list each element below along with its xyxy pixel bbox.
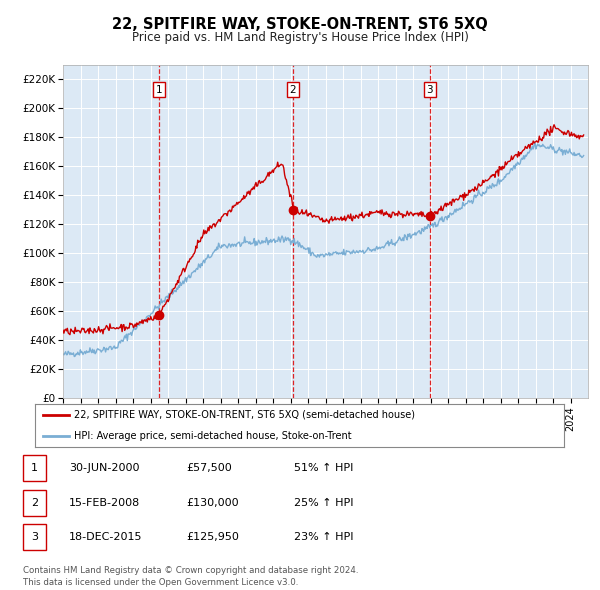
Text: 22, SPITFIRE WAY, STOKE-ON-TRENT, ST6 5XQ (semi-detached house): 22, SPITFIRE WAY, STOKE-ON-TRENT, ST6 5X… bbox=[74, 410, 415, 419]
Text: Price paid vs. HM Land Registry's House Price Index (HPI): Price paid vs. HM Land Registry's House … bbox=[131, 31, 469, 44]
Text: £125,950: £125,950 bbox=[186, 532, 239, 542]
Text: 3: 3 bbox=[31, 532, 38, 542]
Text: 1: 1 bbox=[31, 464, 38, 473]
Text: 23% ↑ HPI: 23% ↑ HPI bbox=[294, 532, 353, 542]
Text: 3: 3 bbox=[427, 84, 433, 94]
Text: Contains HM Land Registry data © Crown copyright and database right 2024.
This d: Contains HM Land Registry data © Crown c… bbox=[23, 566, 358, 587]
Text: HPI: Average price, semi-detached house, Stoke-on-Trent: HPI: Average price, semi-detached house,… bbox=[74, 431, 352, 441]
Text: 1: 1 bbox=[156, 84, 163, 94]
Text: 18-DEC-2015: 18-DEC-2015 bbox=[69, 532, 143, 542]
Text: 2: 2 bbox=[289, 84, 296, 94]
Text: 51% ↑ HPI: 51% ↑ HPI bbox=[294, 464, 353, 473]
Text: 15-FEB-2008: 15-FEB-2008 bbox=[69, 498, 140, 507]
Text: 2: 2 bbox=[31, 498, 38, 507]
Text: 25% ↑ HPI: 25% ↑ HPI bbox=[294, 498, 353, 507]
Text: £130,000: £130,000 bbox=[186, 498, 239, 507]
Text: 22, SPITFIRE WAY, STOKE-ON-TRENT, ST6 5XQ: 22, SPITFIRE WAY, STOKE-ON-TRENT, ST6 5X… bbox=[112, 17, 488, 31]
Text: 30-JUN-2000: 30-JUN-2000 bbox=[69, 464, 139, 473]
Text: £57,500: £57,500 bbox=[186, 464, 232, 473]
